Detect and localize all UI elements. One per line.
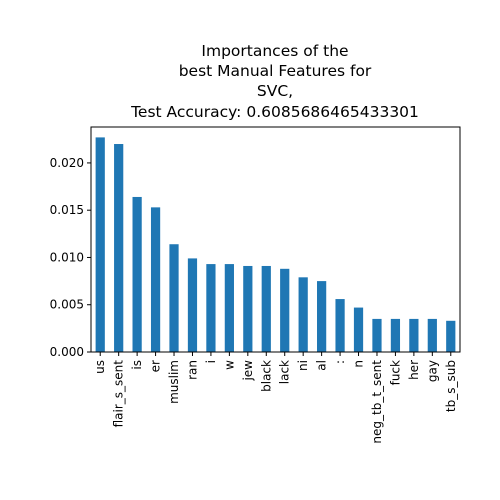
x-tick-label: flair_s_sent bbox=[112, 360, 126, 428]
x-tick-label: black bbox=[259, 360, 273, 392]
bar-al bbox=[317, 281, 327, 352]
x-tick-label: jew bbox=[241, 360, 255, 382]
x-tick-label: ran bbox=[185, 360, 199, 380]
bar-lack bbox=[280, 268, 290, 352]
x-tick-label: : bbox=[333, 360, 347, 364]
x-tick-label: w bbox=[222, 360, 236, 370]
x-tick-label: al bbox=[315, 360, 329, 371]
chart-title-line: Importances of the bbox=[201, 42, 348, 60]
bar-neg_tb_t_sent bbox=[372, 318, 382, 352]
bar-er bbox=[150, 207, 161, 352]
y-tick-label: 0.015 bbox=[50, 203, 84, 217]
x-tick-label: her bbox=[407, 360, 421, 380]
y-tick-label: 0.000 bbox=[50, 345, 84, 359]
chart-title-line: Test Accuracy: 0.6085686465433301 bbox=[130, 103, 419, 121]
bar-jew bbox=[243, 265, 253, 352]
x-tick-label: lack bbox=[278, 360, 292, 384]
y-axis: 0.000 0.005 0.010 0.015 0.020 bbox=[50, 156, 91, 359]
x-tick-label: ni bbox=[296, 360, 310, 371]
chart-title-line: best Manual Features for bbox=[179, 62, 372, 80]
x-tick-label: n bbox=[352, 360, 366, 368]
x-tick-label: is bbox=[130, 360, 144, 370]
bar-ran bbox=[187, 258, 198, 352]
y-tick-label: 0.010 bbox=[50, 250, 84, 264]
x-tick-label: er bbox=[149, 360, 163, 372]
x-tick-label: tb_s_sub bbox=[444, 360, 458, 412]
x-axis: us flair_s_sent is er muslim ran i w jew black lac… bbox=[93, 352, 458, 444]
bar-her bbox=[409, 318, 419, 352]
y-tick-label: 0.005 bbox=[50, 298, 84, 312]
bar-: bbox=[335, 299, 345, 352]
bar-muslim bbox=[169, 244, 179, 352]
bars bbox=[95, 137, 456, 352]
plot-frame bbox=[90, 126, 461, 353]
bar-tb_s_sub bbox=[446, 320, 456, 352]
bar-us bbox=[95, 137, 105, 352]
x-tick-label: gay bbox=[425, 360, 439, 382]
bar-is bbox=[132, 196, 142, 352]
bar-n bbox=[353, 307, 364, 352]
y-tick-label: 0.020 bbox=[50, 156, 84, 170]
bar-flair_s_sent bbox=[114, 144, 124, 352]
x-tick-label: fuck bbox=[388, 360, 402, 385]
chart-title-line: SVC, bbox=[257, 82, 293, 100]
bar-gay bbox=[427, 318, 437, 352]
bar-i bbox=[206, 264, 216, 352]
x-tick-label: muslim bbox=[167, 360, 181, 404]
x-tick-label: us bbox=[93, 360, 107, 374]
bar-ni bbox=[298, 277, 308, 352]
bar-fuck bbox=[390, 318, 401, 352]
bar-black bbox=[261, 265, 271, 352]
bar-w bbox=[224, 264, 234, 352]
chart-title: Importances of the best Manual Features f… bbox=[130, 42, 419, 121]
x-tick-label: neg_tb_t_sent bbox=[370, 360, 384, 444]
x-tick-label: i bbox=[204, 360, 218, 363]
